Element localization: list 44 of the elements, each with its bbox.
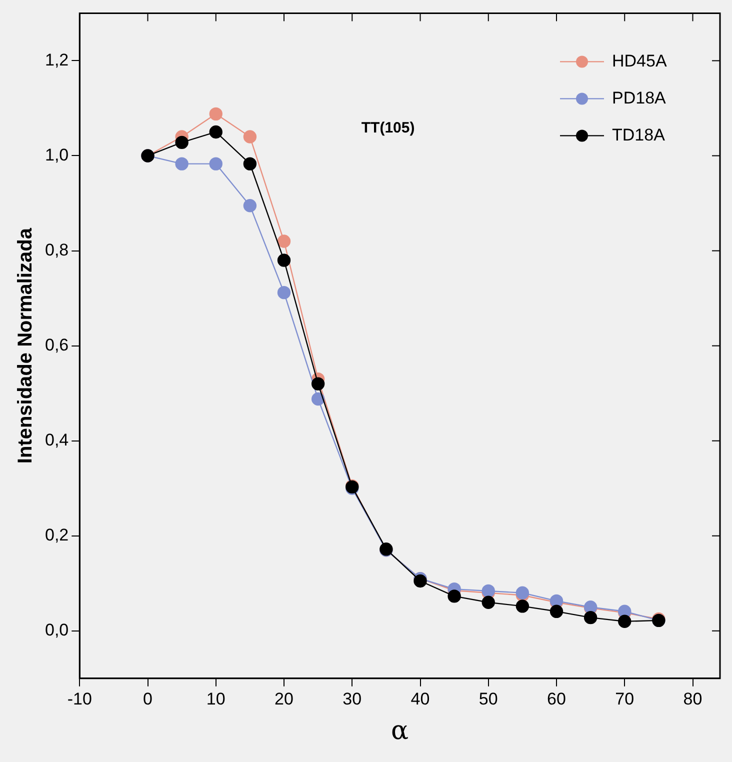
point	[209, 107, 222, 121]
y-tick-label: 0,4	[44, 430, 69, 450]
point	[209, 125, 222, 139]
point	[175, 136, 188, 150]
annotation: TT(105)	[361, 119, 415, 136]
point	[277, 286, 291, 300]
x-tick-label: 30	[342, 689, 362, 708]
point	[311, 377, 325, 390]
point	[209, 157, 222, 170]
point	[311, 392, 325, 406]
x-tick-label: 20	[274, 689, 294, 708]
x-tick-label: 10	[206, 689, 226, 708]
point	[584, 610, 598, 624]
point	[618, 614, 632, 628]
point	[277, 254, 291, 267]
point	[243, 130, 257, 144]
point	[516, 586, 530, 600]
point	[243, 157, 257, 170]
y-tick-label: 0,8	[44, 240, 69, 260]
y-tick-label: 0,0	[44, 620, 69, 640]
point	[175, 157, 188, 170]
point	[448, 590, 461, 603]
point	[277, 234, 291, 248]
y-tick-label: 1,0	[44, 145, 69, 164]
point	[516, 600, 530, 613]
x-tick-label: 0	[143, 689, 152, 708]
point	[550, 604, 564, 618]
point	[414, 574, 427, 588]
y-tick-label: 0,2	[44, 526, 69, 545]
y-axis-title: Intensidade Normalizada	[14, 227, 37, 464]
legend-label: HD45A	[612, 51, 668, 70]
legend-label: PD18A	[612, 88, 667, 108]
x-tick-label: -10	[67, 689, 92, 708]
y-tick-label: 1,2	[44, 50, 69, 70]
y-tick-label: 0,6	[44, 335, 69, 354]
legend-label: TD18A	[612, 125, 666, 144]
point	[482, 596, 495, 609]
point	[243, 199, 257, 212]
x-axis-title: α	[391, 716, 409, 746]
x-tick-label: 40	[410, 689, 430, 708]
x-tick-label: 70	[615, 689, 634, 708]
x-tick-label: 60	[547, 689, 566, 708]
x-tick-label: 80	[683, 689, 702, 708]
x-tick-label: 50	[478, 689, 498, 708]
